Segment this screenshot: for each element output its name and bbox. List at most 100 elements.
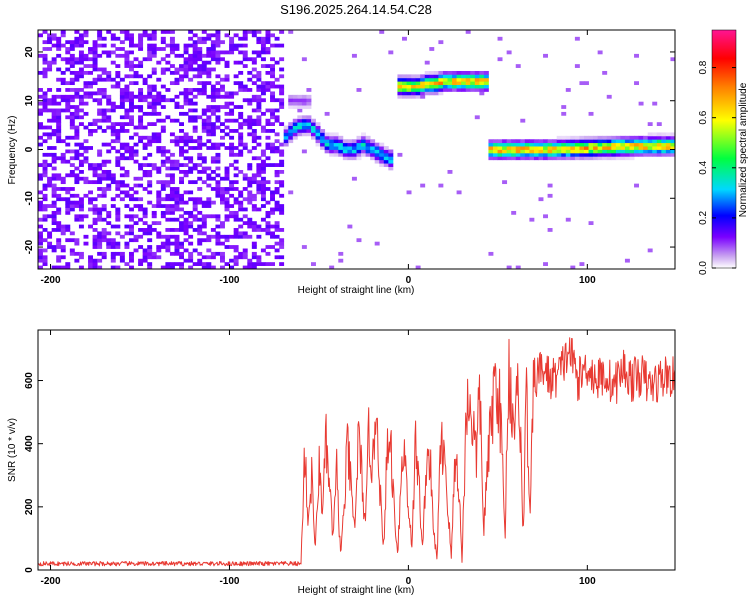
heatmap-cell xyxy=(279,204,285,208)
heatmap-cell xyxy=(65,94,71,99)
heatmap-cell xyxy=(101,108,107,113)
heatmap-cell xyxy=(129,265,134,269)
heatmap-cell xyxy=(129,115,134,120)
heatmap-cell xyxy=(38,224,43,229)
heatmap-cell xyxy=(88,122,93,126)
heatmap-cell xyxy=(579,152,585,157)
heatmap-cell xyxy=(265,81,271,86)
heatmap-cell xyxy=(83,234,89,239)
heatmap-cell xyxy=(124,122,130,126)
heatmap-cell xyxy=(210,33,216,38)
heatmap-cell xyxy=(242,221,248,226)
heatmap-cell xyxy=(101,251,107,256)
heatmap-cell xyxy=(647,149,653,154)
heatmap-cell xyxy=(169,70,175,75)
heatmap-cell xyxy=(147,91,153,96)
heatmap-cell xyxy=(174,262,180,266)
heatmap-cell xyxy=(169,30,175,34)
heatmap-cell xyxy=(74,88,80,92)
heatmap-cell xyxy=(42,53,48,58)
heatmap-cell xyxy=(265,135,271,140)
heatmap-cell xyxy=(101,118,107,123)
heatmap-cell xyxy=(652,139,658,144)
heatmap-cell xyxy=(201,238,207,243)
heatmap-cell xyxy=(101,238,107,243)
heatmap-cell xyxy=(565,217,571,222)
heatmap-cell xyxy=(260,149,266,154)
heatmap-cell xyxy=(106,74,112,79)
heatmap-cell xyxy=(406,91,412,96)
heatmap-cell xyxy=(101,169,107,174)
heatmap-cell xyxy=(206,146,212,150)
heatmap-cell xyxy=(270,122,275,126)
heatmap-cell xyxy=(92,53,98,58)
heatmap-cell xyxy=(165,245,171,249)
heatmap-cell xyxy=(206,166,212,171)
heatmap-cell xyxy=(169,159,175,164)
heatmap-cell xyxy=(188,210,194,215)
heatmap-cell xyxy=(606,146,612,150)
heatmap-cell xyxy=(238,88,244,92)
heatmap-cell xyxy=(229,204,235,208)
heatmap-cell xyxy=(306,105,312,109)
heatmap-cell xyxy=(506,149,512,154)
heatmap-cell xyxy=(51,190,57,195)
heatmap-cell xyxy=(638,146,644,150)
heatmap-cell xyxy=(270,74,275,79)
heatmap-cell xyxy=(629,146,635,150)
heatmap-cell xyxy=(165,180,171,185)
heatmap-cell xyxy=(238,255,244,260)
heatmap-cell xyxy=(97,241,103,246)
heatmap-cell xyxy=(106,169,112,174)
heatmap-cell xyxy=(210,108,216,113)
heatmap-cell xyxy=(151,94,157,99)
heatmap-cell xyxy=(233,60,239,65)
heatmap-cell xyxy=(242,88,248,92)
heatmap-cell xyxy=(210,187,216,191)
heatmap-cell xyxy=(197,169,203,174)
heatmap-cell xyxy=(210,122,216,126)
heatmap-cell xyxy=(183,57,189,62)
heatmap-cell xyxy=(479,70,485,75)
heatmap-cell xyxy=(274,43,280,48)
heatmap-cell xyxy=(270,81,275,86)
heatmap-cell xyxy=(56,111,62,116)
heatmap-cell xyxy=(129,258,134,263)
heatmap-cell xyxy=(192,207,198,212)
heatmap-cell xyxy=(56,94,62,99)
heatmap-cell xyxy=(38,255,43,260)
heatmap-cell xyxy=(169,265,175,269)
colorbar-tick-label: 0.0 xyxy=(698,261,709,275)
heatmap-cell xyxy=(606,156,612,161)
heatmap-cell xyxy=(156,132,162,137)
heatmap-cell xyxy=(274,224,280,229)
heatmap-cell xyxy=(74,258,80,263)
heatmap-cell xyxy=(188,101,194,106)
heatmap-cell xyxy=(361,149,366,154)
heatmap-cell xyxy=(124,64,130,68)
heatmap-cell xyxy=(301,115,307,120)
heatmap-cell xyxy=(452,81,457,86)
heatmap-cell xyxy=(147,84,153,89)
heatmap-cell xyxy=(169,166,175,171)
heatmap-cell xyxy=(520,142,526,147)
heatmap-cell xyxy=(129,146,134,150)
heatmap-cell xyxy=(374,149,380,154)
heatmap-cell xyxy=(78,224,84,229)
heatmap-cell xyxy=(301,98,307,103)
heatmap-cell xyxy=(260,129,266,133)
heatmap-cell xyxy=(279,88,285,92)
heatmap-cell xyxy=(283,142,289,147)
heatmap-cell xyxy=(106,231,112,236)
heatmap-cell xyxy=(488,152,494,157)
heatmap-cell xyxy=(442,84,448,89)
heatmap-cell xyxy=(424,77,430,82)
heatmap-cell xyxy=(47,101,53,106)
heatmap-cell xyxy=(420,84,426,89)
heatmap-cell xyxy=(169,139,175,144)
heatmap-cell xyxy=(201,91,207,96)
heatmap-cell xyxy=(78,265,84,269)
heatmap-cell xyxy=(474,70,480,75)
heatmap-cell xyxy=(201,108,207,113)
heatmap-cell xyxy=(306,122,312,126)
